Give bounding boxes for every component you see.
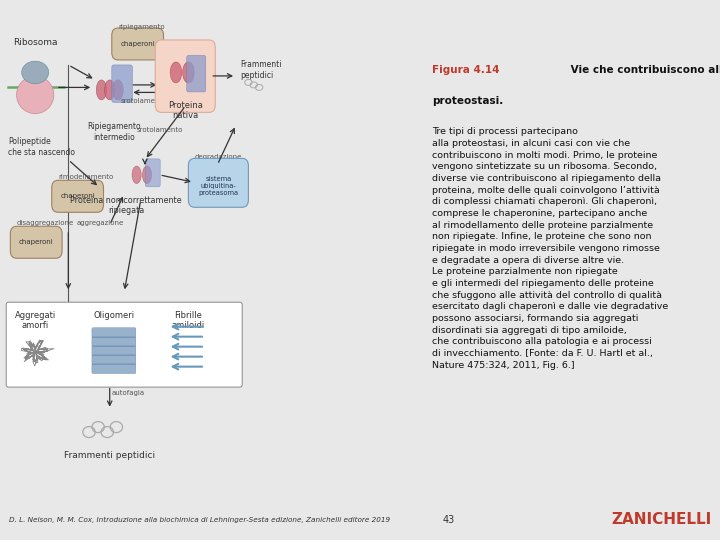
Ellipse shape [170, 62, 181, 83]
Text: D. L. Nelson, M. M. Cox, Introduzione alla biochimica di Lehninger-Sesta edizion: D. L. Nelson, M. M. Cox, Introduzione al… [9, 517, 390, 523]
Ellipse shape [183, 62, 194, 83]
Text: chaperoni: chaperoni [120, 41, 156, 47]
Text: chaperoni: chaperoni [60, 193, 95, 199]
FancyBboxPatch shape [52, 180, 104, 212]
Text: 43: 43 [443, 515, 455, 525]
Text: Aggregati
amorfi: Aggregati amorfi [14, 310, 56, 330]
FancyBboxPatch shape [156, 40, 215, 112]
Ellipse shape [132, 166, 141, 184]
Text: Ripiegamento
intermedio: Ripiegamento intermedio [87, 123, 140, 142]
Text: Fibrille
amiloidi: Fibrille amiloidi [172, 310, 205, 330]
FancyBboxPatch shape [92, 346, 136, 356]
Text: proteostasi.: proteostasi. [432, 96, 503, 106]
Ellipse shape [113, 80, 123, 100]
Text: degradazione: degradazione [194, 154, 242, 160]
FancyBboxPatch shape [92, 363, 136, 374]
Text: Proteina non correttamente
ripiegata: Proteina non correttamente ripiegata [71, 196, 182, 215]
Text: Polipeptide
che sta nascendo: Polipeptide che sta nascendo [9, 137, 76, 157]
Text: autofagia: autofagia [112, 390, 145, 396]
Text: Figura 4.14: Figura 4.14 [432, 65, 500, 75]
Text: srotolamento: srotolamento [137, 127, 183, 133]
Text: aggregazione: aggregazione [76, 220, 124, 226]
FancyBboxPatch shape [145, 159, 161, 187]
Text: Vie che contribuiscono alla: Vie che contribuiscono alla [567, 65, 720, 75]
Text: Frammenti
peptidici: Frammenti peptidici [240, 60, 282, 79]
FancyBboxPatch shape [112, 28, 163, 60]
Text: Ribosoma: Ribosoma [13, 38, 58, 48]
FancyBboxPatch shape [92, 355, 136, 365]
FancyBboxPatch shape [189, 158, 248, 207]
Text: Oligomeri: Oligomeri [94, 310, 135, 320]
FancyBboxPatch shape [112, 65, 132, 103]
Text: ripiegamento: ripiegamento [118, 24, 165, 30]
Ellipse shape [17, 76, 54, 113]
Text: Frammenti peptidici: Frammenti peptidici [64, 450, 156, 460]
FancyBboxPatch shape [92, 336, 136, 347]
Text: Tre tipi di processi partecipano
alla proteostasi, in alcuni casi con vie che
co: Tre tipi di processi partecipano alla pr… [432, 127, 669, 369]
FancyBboxPatch shape [186, 56, 206, 92]
FancyBboxPatch shape [10, 226, 62, 258]
Ellipse shape [22, 61, 49, 84]
Ellipse shape [96, 80, 107, 100]
Text: sistema
ubiquitina-
proteasoma: sistema ubiquitina- proteasoma [199, 176, 238, 196]
Text: rimodellamento: rimodellamento [58, 174, 113, 180]
Text: srotolamento: srotolamento [121, 98, 167, 104]
Text: chaperoni: chaperoni [19, 239, 54, 245]
Text: disaggregazione: disaggregazione [17, 220, 74, 226]
Text: Proteina
nativa: Proteina nativa [168, 101, 203, 120]
FancyBboxPatch shape [92, 328, 136, 338]
Text: aggregazione: aggregazione [86, 306, 133, 312]
Text: ZANICHELLI: ZANICHELLI [611, 512, 711, 527]
Ellipse shape [143, 166, 151, 184]
FancyBboxPatch shape [6, 302, 242, 387]
Ellipse shape [104, 80, 115, 100]
